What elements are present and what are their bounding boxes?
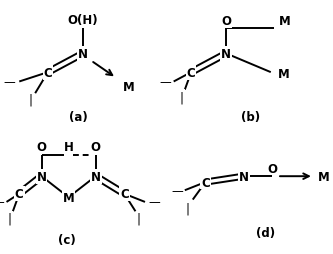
Text: (c): (c) [58,233,76,246]
Text: —: — [0,196,4,209]
Text: —: — [149,196,161,209]
Text: O: O [267,162,277,175]
Text: M: M [317,170,329,183]
Text: C: C [120,187,129,200]
Text: O: O [221,15,231,28]
Text: O: O [91,141,101,154]
Text: M: M [123,80,135,93]
Text: C: C [15,187,24,200]
Text: |: | [179,91,183,104]
Text: —: — [160,76,171,89]
Text: N: N [239,170,249,183]
Text: N: N [78,48,88,61]
Text: N: N [37,170,47,183]
Text: O(H): O(H) [68,14,98,27]
Text: (d): (d) [256,226,275,239]
Text: C: C [187,66,195,79]
Text: N: N [91,170,101,183]
Text: |: | [28,93,32,106]
Text: |: | [186,201,190,214]
Text: (b): (b) [240,111,260,124]
Text: O: O [37,141,47,154]
Text: —: — [171,184,183,197]
Text: |: | [137,212,141,225]
Text: H: H [64,141,74,154]
Text: C: C [201,176,210,189]
Text: C: C [44,66,52,79]
Text: N: N [221,48,231,61]
Text: |: | [8,212,12,225]
Text: (a): (a) [69,111,88,124]
Text: M: M [63,191,75,204]
Text: M: M [279,15,291,28]
Text: —: — [4,76,16,89]
Text: M: M [278,68,289,81]
